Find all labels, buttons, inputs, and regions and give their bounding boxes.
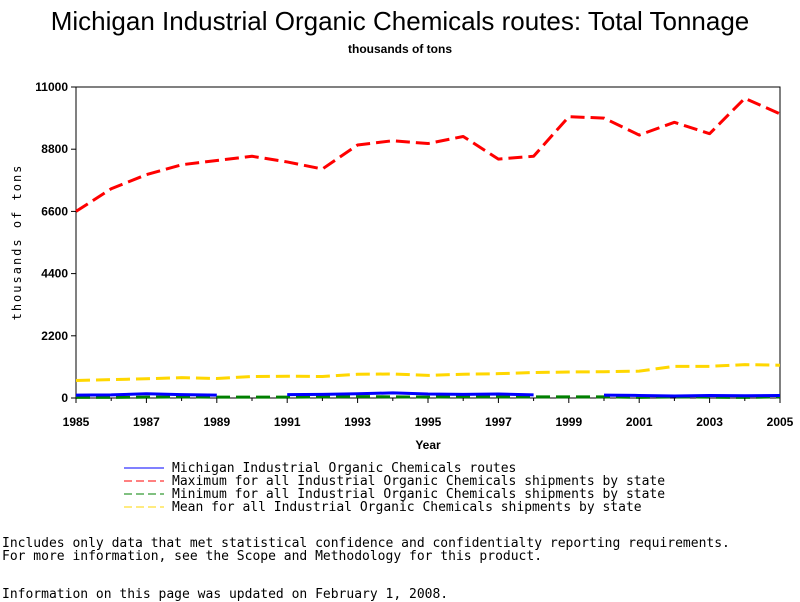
series-line (75, 96, 781, 213)
y-tick-label: 4400 (41, 267, 68, 281)
y-tick-label: 2200 (41, 329, 68, 343)
legend: Michigan Industrial Organic Chemicals ro… (124, 461, 665, 515)
legend-label: Michigan Industrial Organic Chemicals ro… (172, 461, 516, 476)
legend-label: Minimum for all Industrial Organic Chemi… (172, 487, 665, 502)
x-tick-label: 1985 (63, 415, 90, 429)
legend-label: Mean for all Industrial Organic Chemical… (172, 500, 642, 515)
y-axis: 0 2200 4400 6600 8800 11000 (35, 80, 76, 405)
x-tick-label: 1999 (555, 415, 582, 429)
note-methodology: For more information, see the Scope and … (2, 549, 543, 564)
x-tick-label: 1997 (485, 415, 512, 429)
x-tick-label: 2005 (767, 415, 794, 429)
x-tick-label: 1993 (344, 415, 371, 429)
note-updated: Information on this page was updated on … (2, 587, 449, 602)
series-line (75, 363, 781, 382)
plot-frame (75, 86, 781, 399)
y-axis-label: thousands of tons (10, 164, 24, 321)
y-tick-label: 0 (61, 391, 68, 405)
x-axis-label: Year (415, 438, 441, 452)
note-confidence: Includes only data that met statistical … (2, 536, 730, 551)
line-chart: 1985 1987 1989 1991 1993 1995 1997 1999 2001 2003… (10, 80, 794, 515)
y-tick-label: 11000 (35, 80, 68, 94)
x-tick-label: 1991 (274, 415, 301, 429)
x-axis: 1985 1987 1989 1991 1993 1995 1997 1999 2001 2003… (63, 398, 794, 429)
x-tick-label: 1987 (133, 415, 160, 429)
chart-title: Michigan Industrial Organic Chemicals ro… (50, 6, 750, 36)
legend-label: Maximum for all Industrial Organic Chemi… (172, 474, 665, 489)
series-layer (75, 96, 781, 399)
x-tick-label: 1989 (203, 415, 230, 429)
x-tick-label: 2001 (626, 415, 653, 429)
y-tick-label: 8800 (41, 142, 68, 156)
x-tick-label: 2003 (696, 415, 723, 429)
y-tick-label: 6600 (41, 204, 68, 218)
series-line (287, 391, 534, 397)
series-line (603, 393, 781, 398)
series-line (75, 392, 217, 397)
x-tick-label: 1995 (415, 415, 442, 429)
chart-subtitle: thousands of tons (348, 42, 452, 56)
